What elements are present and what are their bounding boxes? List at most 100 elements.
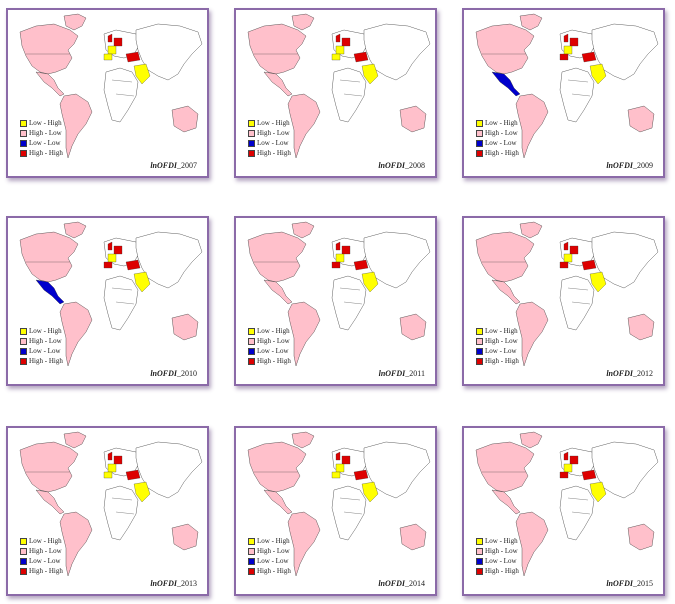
spain bbox=[103, 261, 113, 269]
mexico bbox=[491, 279, 521, 305]
world-map bbox=[19, 431, 203, 577]
legend-label: High - Low bbox=[485, 547, 518, 555]
legend: Low - High High - Low Low - Low High - H… bbox=[20, 536, 63, 576]
middle-east bbox=[589, 63, 607, 85]
legend-item-high-low: High - Low bbox=[248, 336, 291, 346]
swatch-low-high bbox=[20, 119, 27, 127]
legend-item-low-high: Low - High bbox=[20, 536, 63, 546]
legend-label: High - Low bbox=[257, 129, 290, 137]
year-label: _2007 bbox=[177, 161, 197, 170]
swatch-low-low bbox=[20, 557, 27, 565]
legend-label: Low - Low bbox=[257, 557, 289, 565]
variable-name: lnOFDI bbox=[378, 369, 406, 378]
south-america bbox=[59, 93, 93, 159]
legend-label: Low - Low bbox=[257, 347, 289, 355]
legend-item-high-high: High - High bbox=[248, 356, 291, 366]
greenland bbox=[63, 13, 87, 31]
legend-item-high-low: High - Low bbox=[476, 128, 519, 138]
map-panel-2012: Low - High High - Low Low - Low High - H… bbox=[462, 216, 665, 386]
year-label: _2015 bbox=[633, 579, 653, 588]
south-america bbox=[515, 301, 549, 367]
south-america bbox=[515, 511, 549, 577]
world-map bbox=[475, 221, 659, 367]
map-panel-2007: Low - High High - Low Low - Low High - H… bbox=[6, 8, 209, 178]
legend-item-low-low: Low - Low bbox=[476, 346, 519, 356]
swatch-low-high bbox=[248, 327, 255, 335]
spain bbox=[331, 261, 341, 269]
legend-item-high-low: High - Low bbox=[20, 128, 63, 138]
greenland bbox=[291, 431, 315, 449]
legend-item-high-low: High - Low bbox=[20, 336, 63, 346]
uk bbox=[107, 33, 113, 43]
france bbox=[107, 45, 117, 55]
africa bbox=[103, 485, 139, 541]
panel-caption: lnOFDI_2009 bbox=[606, 161, 653, 170]
middle-east bbox=[361, 63, 379, 85]
legend-label: High - Low bbox=[29, 129, 62, 137]
swatch-low-low bbox=[476, 347, 483, 355]
turkey bbox=[353, 259, 369, 271]
swatch-low-high bbox=[476, 119, 483, 127]
legend-label: Low - High bbox=[29, 327, 62, 335]
legend-label: Low - Low bbox=[485, 139, 517, 147]
swatch-high-high bbox=[476, 149, 483, 157]
germany bbox=[113, 455, 123, 465]
turkey bbox=[353, 469, 369, 481]
swatch-low-low bbox=[248, 347, 255, 355]
panel-caption: lnOFDI_2011 bbox=[379, 369, 425, 378]
legend: Low - High High - Low Low - Low High - H… bbox=[248, 326, 291, 366]
swatch-low-low bbox=[476, 139, 483, 147]
legend-label: Low - High bbox=[257, 537, 290, 545]
swatch-high-low bbox=[248, 129, 255, 137]
mexico bbox=[263, 489, 293, 515]
world-map bbox=[247, 221, 431, 367]
north-america bbox=[19, 441, 79, 493]
africa bbox=[103, 275, 139, 331]
legend-label: Low - Low bbox=[257, 139, 289, 147]
map-panel-2011: Low - High High - Low Low - Low High - H… bbox=[234, 216, 437, 386]
legend-label: Low - High bbox=[485, 119, 518, 127]
france bbox=[563, 253, 573, 263]
france bbox=[335, 45, 345, 55]
middle-east bbox=[589, 481, 607, 503]
africa bbox=[559, 67, 595, 123]
legend-label: Low - Low bbox=[485, 557, 517, 565]
variable-name: lnOFDI bbox=[378, 161, 405, 170]
legend-item-high-high: High - High bbox=[20, 356, 63, 366]
legend: Low - High High - Low Low - Low High - H… bbox=[476, 118, 519, 158]
legend-item-low-low: Low - Low bbox=[20, 138, 63, 148]
legend-label: High - High bbox=[257, 149, 291, 157]
swatch-low-low bbox=[476, 557, 483, 565]
swatch-low-high bbox=[248, 537, 255, 545]
australia bbox=[627, 105, 655, 133]
france bbox=[563, 45, 573, 55]
legend: Low - High High - Low Low - Low High - H… bbox=[20, 326, 63, 366]
middle-east bbox=[589, 271, 607, 293]
legend-item-low-low: Low - Low bbox=[248, 138, 291, 148]
legend-label: Low - High bbox=[485, 537, 518, 545]
variable-name: lnOFDI bbox=[606, 369, 633, 378]
legend-item-high-high: High - High bbox=[476, 356, 519, 366]
variable-name: lnOFDI bbox=[378, 579, 405, 588]
uk bbox=[335, 451, 341, 461]
germany bbox=[341, 455, 351, 465]
legend-label: High - High bbox=[257, 357, 291, 365]
uk bbox=[563, 451, 569, 461]
legend-label: High - High bbox=[485, 357, 519, 365]
mexico bbox=[263, 71, 293, 97]
year-label: _2011 bbox=[405, 369, 425, 378]
australia bbox=[627, 523, 655, 551]
spain bbox=[103, 53, 113, 61]
asia bbox=[135, 23, 203, 81]
south-america bbox=[287, 301, 321, 367]
world-map bbox=[19, 13, 203, 159]
legend: Low - High High - Low Low - Low High - H… bbox=[248, 118, 291, 158]
turkey bbox=[125, 259, 141, 271]
africa bbox=[331, 67, 367, 123]
asia bbox=[363, 23, 431, 81]
swatch-high-high bbox=[248, 149, 255, 157]
asia bbox=[591, 231, 659, 289]
turkey bbox=[125, 51, 141, 63]
legend-item-high-high: High - High bbox=[476, 148, 519, 158]
panel-caption: lnOFDI_2012 bbox=[606, 369, 653, 378]
